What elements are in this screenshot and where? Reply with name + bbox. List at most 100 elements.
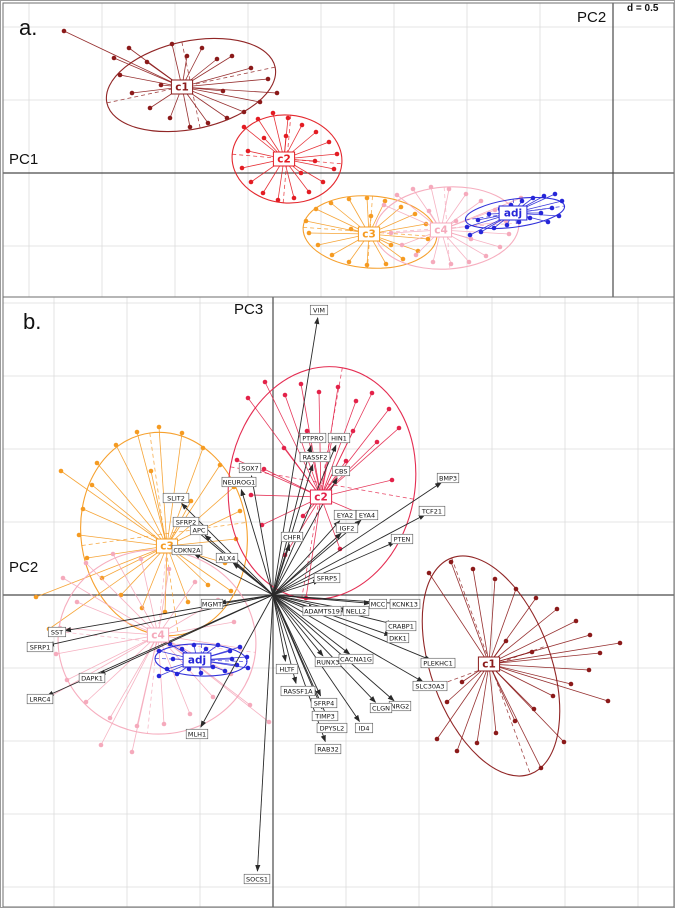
gene-label: CBS (331, 465, 351, 477)
label-box (389, 598, 421, 610)
cluster-spoke (320, 479, 393, 498)
gene-label: RASSF2 (299, 451, 331, 463)
label-box (302, 605, 342, 617)
cluster-spoke (305, 496, 322, 599)
data-point (368, 213, 374, 219)
data-point (129, 90, 135, 96)
label-box (477, 656, 501, 672)
label-box (146, 627, 170, 643)
cluster-label: c2 (272, 151, 296, 167)
cluster-spoke (476, 663, 490, 744)
gene-label: CLGN (369, 702, 393, 714)
cluster-spoke (488, 663, 572, 685)
cluster-spoke (158, 426, 168, 547)
cluster-spoke (66, 634, 159, 681)
data-point (265, 76, 271, 82)
gene-label: MLH1 (185, 728, 209, 740)
data-point (573, 618, 579, 624)
label-box (327, 432, 351, 444)
label-text: SFRP4 (314, 699, 334, 707)
data-point (166, 566, 172, 572)
data-point (217, 462, 223, 468)
data-point (244, 654, 250, 660)
data-point (554, 606, 560, 612)
data-point (107, 715, 113, 721)
label-box (243, 873, 271, 885)
data-point (316, 389, 322, 395)
gene-arrow (272, 594, 424, 683)
cluster-spoke (472, 568, 490, 665)
gene-label: ADAMTS19 (302, 605, 342, 617)
cluster-label: c4 (429, 222, 453, 238)
data-point (303, 218, 309, 224)
gene-arrow (200, 594, 274, 728)
data-point (478, 229, 484, 235)
cluster-spoke (115, 444, 168, 547)
gene-label: PLEKHC1 (420, 657, 456, 669)
cluster-spoke (436, 663, 490, 740)
label-box (26, 641, 54, 653)
data-point (191, 642, 197, 648)
label-box (386, 632, 410, 644)
gene-label: MCC (368, 598, 388, 610)
label-text: EYA2 (337, 511, 353, 519)
gene-arrow (272, 579, 321, 596)
data-point (597, 650, 603, 656)
data-point (187, 711, 193, 717)
label-box (309, 489, 333, 505)
data-point (167, 115, 173, 121)
cluster-spoke (318, 391, 322, 498)
data-point (326, 139, 332, 145)
label-text: SFRP2 (176, 518, 196, 526)
label-box (498, 205, 528, 221)
data-point (506, 231, 512, 237)
label-box (189, 524, 209, 536)
data-point (444, 699, 450, 705)
data-point (552, 191, 558, 197)
data-point (134, 723, 140, 729)
data-point (346, 259, 352, 265)
data-point (466, 259, 472, 265)
data-point (187, 124, 193, 130)
data-point (94, 460, 100, 466)
data-point (396, 425, 402, 431)
gene-label: SFRP1 (26, 641, 54, 653)
data-point (188, 498, 194, 504)
cluster-spoke (488, 608, 558, 665)
label-text: CRABP1 (388, 622, 414, 630)
panel-a-letter: a. (19, 15, 38, 40)
label-text: c1 (482, 659, 496, 671)
cluster-c3 (33, 424, 248, 637)
data-point (464, 224, 470, 230)
data-point (261, 135, 267, 141)
gene-arrow (272, 594, 377, 703)
label-box (272, 151, 296, 167)
label-box (429, 222, 453, 238)
label-text: c2 (314, 492, 328, 504)
cluster-spoke (428, 572, 490, 665)
gene-label: HIN1 (327, 432, 351, 444)
data-point (215, 642, 221, 648)
cluster-spoke (35, 545, 168, 598)
label-text: DKK1 (389, 634, 407, 642)
cluster-spoke (157, 621, 235, 636)
data-point (503, 638, 509, 644)
label-box (354, 722, 374, 734)
cluster-spoke (488, 642, 621, 665)
cluster-spoke (157, 634, 191, 715)
data-point (33, 594, 39, 600)
label-box (331, 465, 351, 477)
label-text: TIMP3 (314, 712, 335, 720)
data-point (364, 262, 370, 268)
data-point (538, 210, 544, 216)
data-point (283, 133, 289, 139)
cluster-label: c2 (309, 489, 333, 505)
data-point (337, 546, 343, 552)
label-box (200, 598, 224, 610)
data-point (60, 575, 66, 581)
data-point (156, 424, 162, 430)
label-text: CHFR (283, 533, 301, 541)
label-box (368, 598, 388, 610)
gene-label: APC (189, 524, 209, 536)
gene-label: RAB32 (314, 743, 342, 755)
